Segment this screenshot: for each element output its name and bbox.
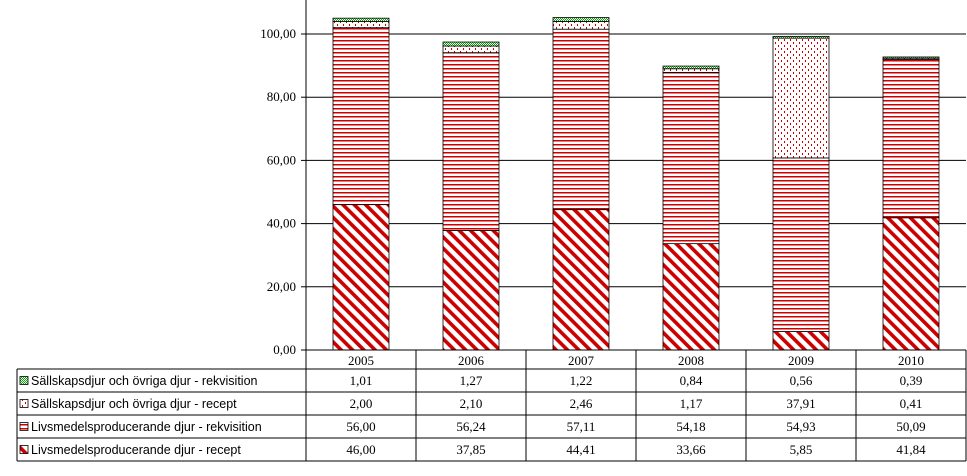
table-value-cell: 2,00 (350, 396, 373, 411)
table-value-cell: 37,85 (456, 442, 485, 457)
bar-segment (332, 17, 390, 22)
legend-series-name: Sällskapsdjur och övriga djur - rekvisit… (31, 374, 258, 388)
table-value-cell: 2,46 (570, 396, 593, 411)
bar-segment (442, 229, 500, 351)
legend-series-name: Sällskapsdjur och övriga djur - recept (31, 397, 237, 411)
table-value-cell: 1,27 (460, 373, 483, 388)
y-axis-ticks: 0,00 20,00 40,00 60,00 80,00 100,00 (260, 26, 306, 357)
bar-segment (552, 209, 610, 351)
bar-segment (552, 17, 610, 22)
y-tick-label: 60,00 (267, 152, 296, 167)
bar-segment (772, 331, 830, 351)
bar-segment (662, 243, 720, 351)
bar-segment (332, 20, 390, 29)
y-tick-label: 20,00 (267, 279, 296, 294)
bar-segment (662, 65, 720, 70)
table-value-cell: 57,11 (567, 419, 596, 434)
legend-series-name: Livsmedelsproducerande djur - recept (31, 443, 241, 457)
bar-segment (772, 37, 830, 159)
table-value-cell: 1,01 (350, 373, 373, 388)
table-value-cell: 2,10 (460, 396, 483, 411)
bar-segment (772, 157, 830, 332)
table-value-cell: 46,00 (346, 442, 375, 457)
table-value-cell: 50,09 (896, 419, 925, 434)
bar-segment (662, 68, 720, 73)
bar-segment (442, 41, 500, 47)
table-value-cell: 44,41 (566, 442, 595, 457)
bar-segment (882, 59, 940, 219)
legend-swatch (19, 376, 29, 385)
table-value-cell: 5,85 (790, 442, 813, 457)
x-category-label: 2009 (788, 353, 814, 368)
x-category-label: 2010 (898, 353, 924, 368)
legend-swatch (19, 445, 29, 454)
bar-segment (442, 52, 500, 231)
table-value-cell: 0,41 (900, 396, 923, 411)
table-value-cell: 56,00 (346, 419, 375, 434)
table-value-cell: 0,39 (900, 373, 923, 388)
bar-segment (662, 72, 720, 245)
gridlines (306, 33, 966, 288)
y-tick-label: 80,00 (267, 89, 296, 104)
bar-segment (772, 35, 830, 39)
table-value-cell: 56,24 (456, 419, 486, 434)
legend-series-name: Livsmedelsproducerande djur - rekvisitio… (31, 420, 262, 434)
legend-swatch (19, 422, 29, 431)
bar-segment (552, 21, 610, 30)
table-value-cell: 1,17 (680, 396, 703, 411)
bar-segment (442, 45, 500, 54)
bar-segment (332, 27, 390, 206)
table-value-cell: 0,56 (790, 373, 813, 388)
y-tick-label: 100,00 (260, 26, 296, 41)
x-category-label: 2005 (348, 353, 374, 368)
data-table: 2005 2006 2007 2008 2009 2010 Sällskapsdjur oc… (16, 349, 967, 462)
table-value-cell: 54,93 (786, 419, 815, 434)
y-tick-label: 0,00 (273, 342, 296, 357)
y-tick-label: 40,00 (267, 216, 296, 231)
bar-segment (882, 217, 940, 351)
table-value-cell: 41,84 (896, 442, 926, 457)
x-category-label: 2008 (678, 353, 704, 368)
x-category-label: 2006 (458, 353, 485, 368)
bar-segment (332, 204, 390, 351)
table-value-cell: 33,66 (676, 442, 706, 457)
table-value-cell: 0,84 (680, 373, 703, 388)
table-value-cell: 1,22 (570, 373, 593, 388)
table-value-cell: 37,91 (786, 396, 815, 411)
bars (332, 17, 940, 351)
legend-swatch (19, 399, 29, 408)
table-value-cell: 54,18 (676, 419, 705, 434)
bar-segment (882, 56, 940, 59)
bar-segment (552, 28, 610, 211)
x-category-label: 2007 (568, 353, 595, 368)
